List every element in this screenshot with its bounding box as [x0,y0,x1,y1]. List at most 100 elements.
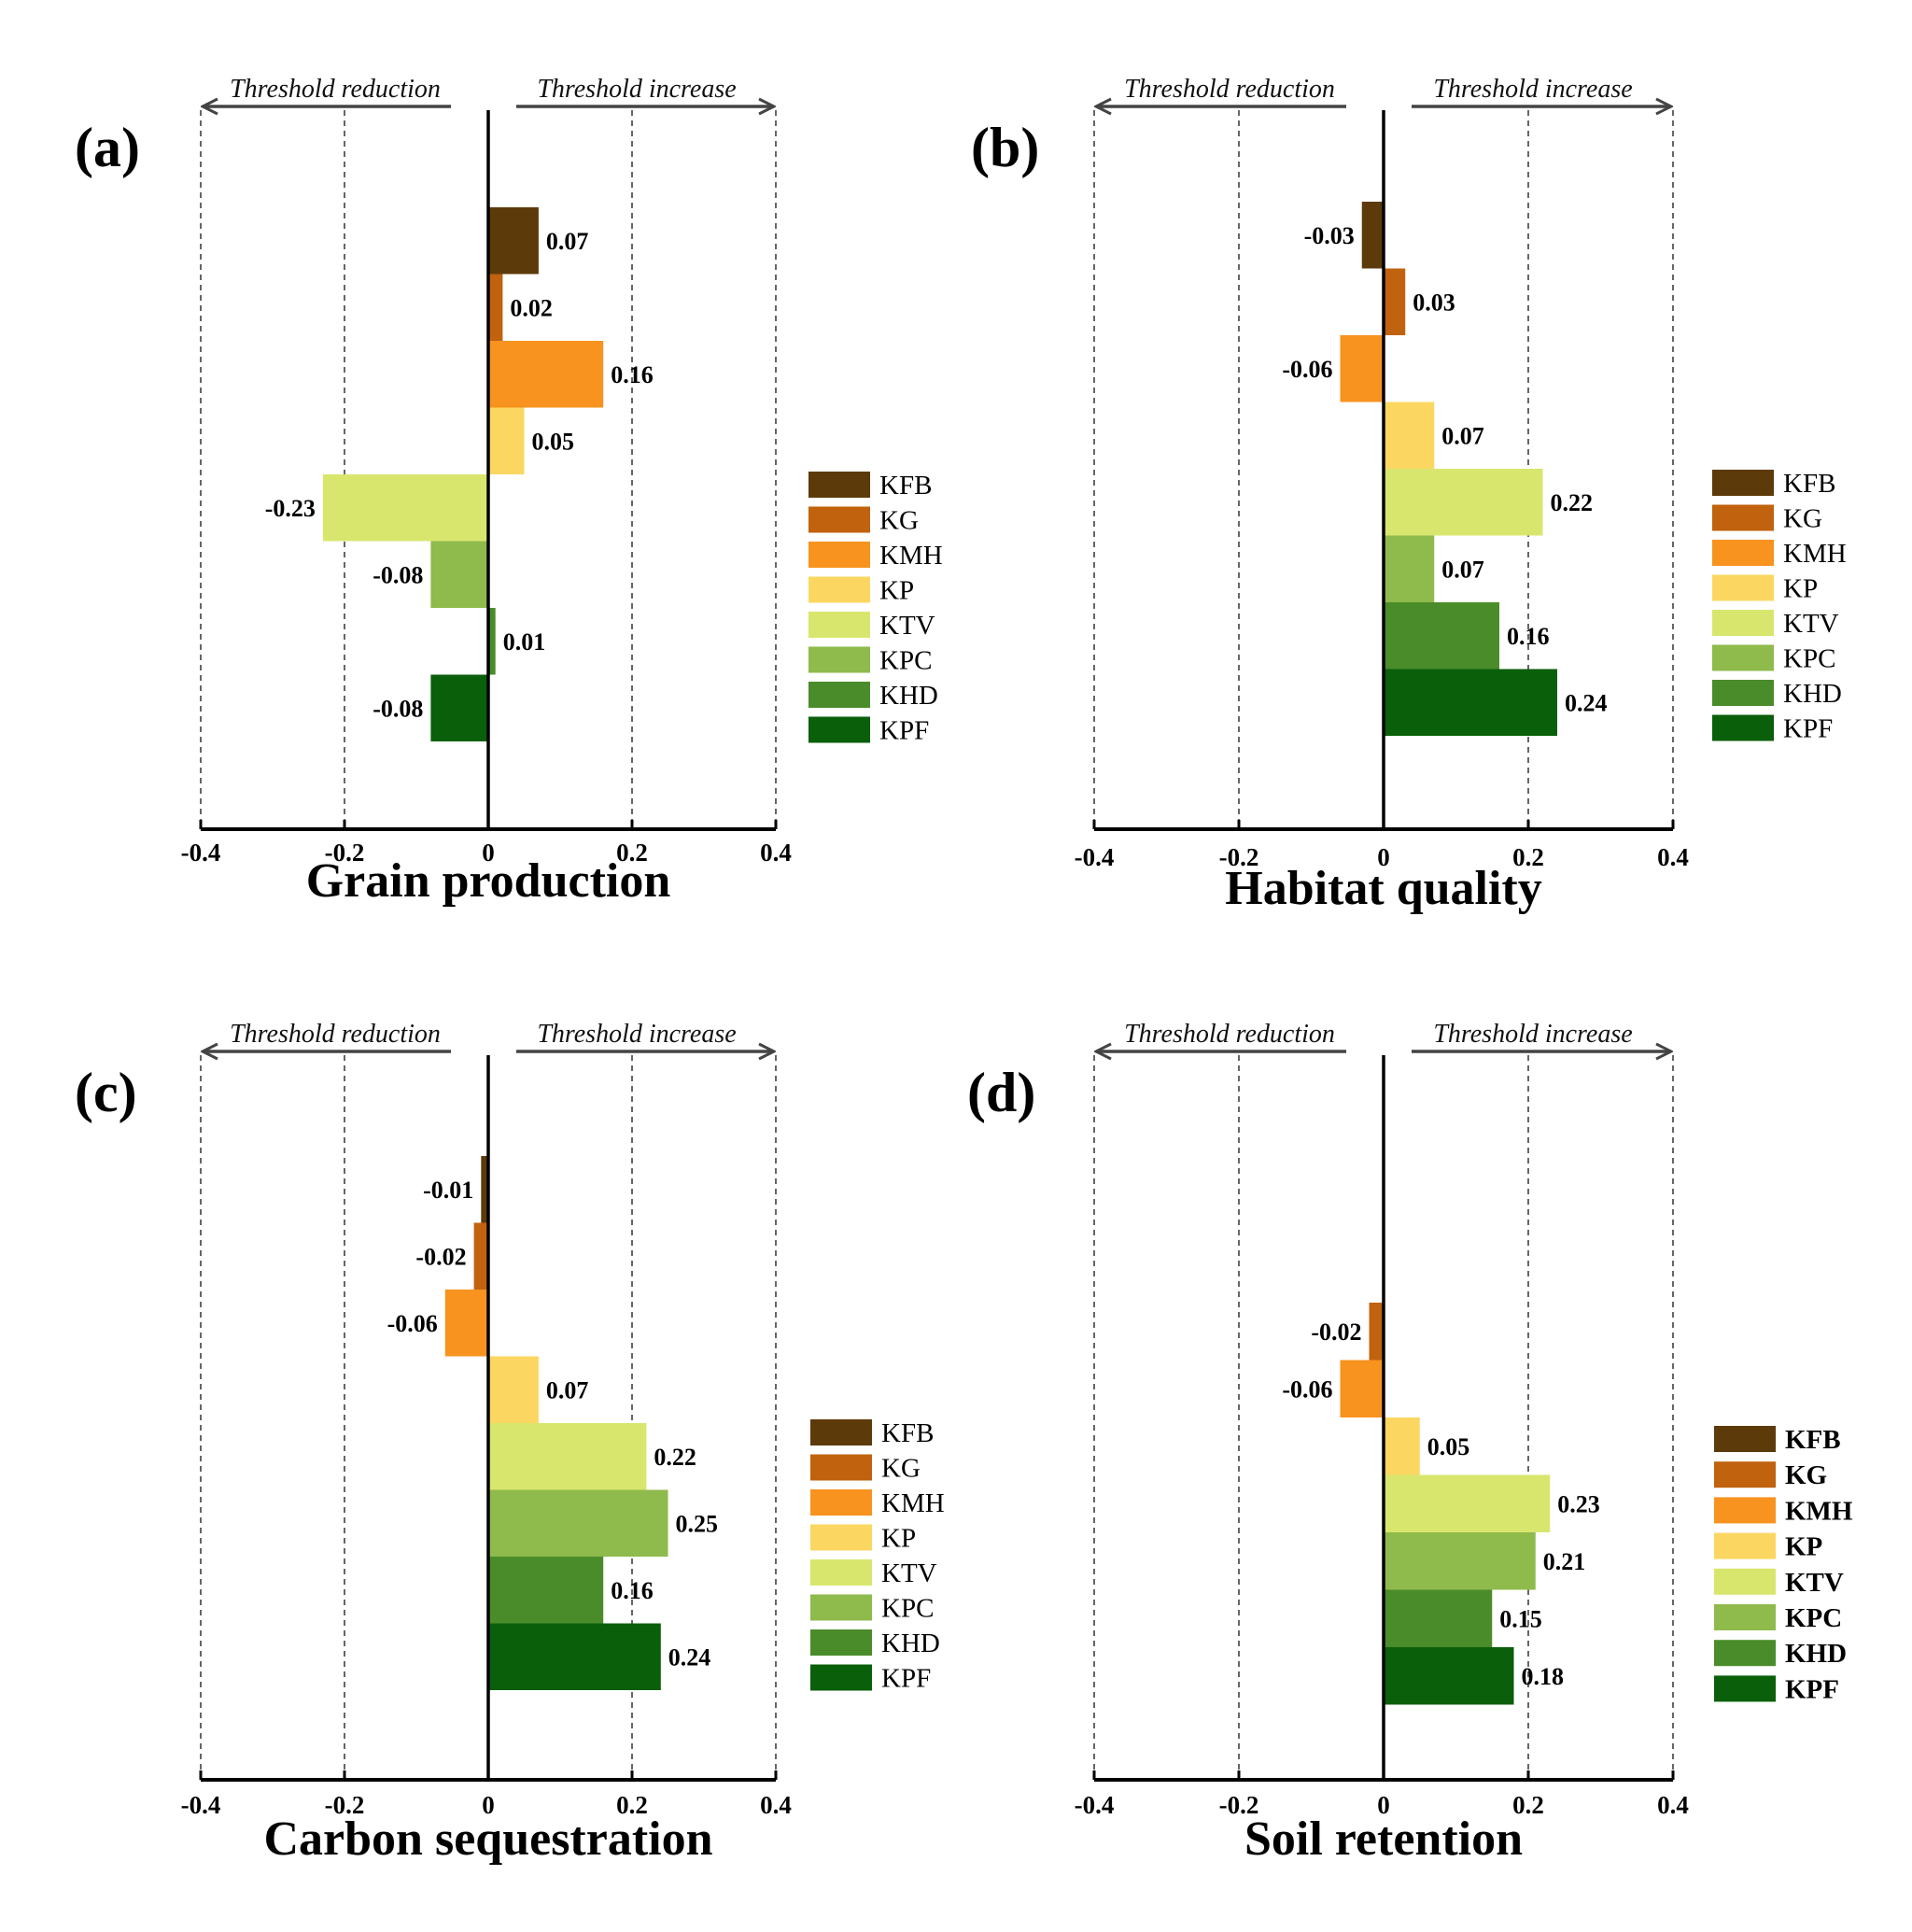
threshold-increase-label: Threshold increase [1433,75,1632,104]
x-tick-label: 0 [482,1791,495,1819]
data-label: 0.07 [1441,422,1484,449]
legend-label: KHD [1783,679,1842,709]
legend-swatch-kp [1714,1532,1776,1559]
x-tick-label: 0.4 [1657,843,1689,871]
legend-label: KTV [1783,609,1839,639]
data-label: 0.02 [510,294,553,321]
legend-swatch-kfb [1712,470,1774,496]
x-tick-label: -0.4 [1075,843,1115,871]
x-axis-title: Soil retention [1244,1812,1523,1866]
legend-swatch-kmh [1714,1497,1776,1524]
data-label: 0.16 [1507,623,1550,650]
legend-label: KPF [879,716,929,746]
data-label: 0.18 [1522,1663,1565,1690]
threshold-increase-label: Threshold increase [1433,1020,1632,1049]
x-tick-label: 0.2 [1512,1791,1544,1819]
x-tick-label: -0.4 [181,1791,221,1819]
legend-label: KMH [1783,539,1847,569]
bar-kpc [1384,535,1435,602]
x-tick-label: 0.2 [1512,843,1544,871]
legend-label: KP [1785,1532,1822,1562]
bar-khd [488,608,496,675]
legend-swatch-kmh [810,1489,872,1516]
x-tick-label: -0.4 [1075,1791,1115,1819]
panel-letter: (b) [971,117,1039,178]
legend: KFB KG KMH KP KTV KPC KHD KPF [1712,469,1847,744]
legend-swatch-kp [1712,574,1774,601]
legend-label: KTV [1785,1568,1844,1598]
legend-label: KG [1785,1460,1827,1490]
data-label: -0.06 [1282,356,1332,383]
legend-label: KTV [879,611,935,641]
data-label: -0.06 [387,1310,438,1337]
bar-ktv [1384,1474,1551,1532]
legend-label: KFB [1785,1425,1841,1455]
bar-kmh [488,341,604,408]
data-label: 0.03 [1413,289,1455,316]
x-tick-label: -0.2 [1219,843,1259,871]
data-label: 0.16 [611,361,654,388]
legend-swatch-kpc [1714,1604,1776,1630]
legend-swatch-kpf [1714,1675,1776,1702]
legend-swatch-kmh [808,542,870,568]
bar-kp [488,1356,539,1423]
legend-swatch-kmh [1712,540,1774,566]
legend-label: KHD [881,1629,940,1658]
data-label: 0.16 [611,1577,654,1604]
data-label: -0.06 [1282,1375,1332,1403]
legend-label: KPF [1785,1674,1839,1704]
chart-panel: (d) Threshold reduction Threshold increase… [967,1020,1853,1866]
threshold-reduction-label: Threshold reduction [1124,75,1335,104]
x-tick-label: 0 [1377,1791,1390,1819]
data-label: 0.24 [668,1643,711,1671]
data-label: -0.02 [1311,1319,1361,1346]
legend-swatch-ktv [808,612,870,638]
legend-label: KG [879,506,919,536]
data-label: 0.22 [1551,489,1594,516]
data-label: 0.24 [1565,689,1608,716]
data-label: -0.02 [415,1243,466,1270]
bar-kpf [430,674,488,741]
x-tick-label: 0 [1377,843,1390,871]
legend-label: KPC [1783,644,1835,674]
data-label: 0.01 [503,628,546,656]
chart-panel: (c) Threshold reduction Threshold increase… [75,1020,945,1866]
legend-swatch-kpc [808,646,870,673]
threshold-reduction-label: Threshold reduction [230,1020,441,1049]
data-label: 0.25 [676,1510,719,1537]
bar-kp [1384,402,1435,469]
data-label: -0.03 [1304,222,1355,249]
legend-label: KP [879,576,914,606]
data-label: -0.08 [373,561,423,588]
bar-kpf [1384,669,1557,736]
data-label: 0.07 [1441,556,1484,583]
legend-swatch-khd [810,1629,872,1656]
legend-swatch-kp [810,1524,872,1551]
legend-label: KFB [881,1418,934,1448]
x-tick-label: 0.2 [616,1791,648,1819]
legend-swatch-kg [1714,1461,1776,1488]
legend-swatch-ktv [810,1559,872,1586]
bar-kfb [1361,202,1384,269]
bar-kfb [488,207,539,275]
x-axis-title: Habitat quality [1225,862,1542,915]
bar-kpc [1384,1532,1536,1590]
threshold-reduction-label: Threshold reduction [230,75,441,104]
chart-panel: (b) Threshold reduction Threshold increase… [971,75,1847,915]
legend-swatch-kg [810,1454,872,1481]
panel-letter: (a) [75,117,140,178]
bar-kg [1384,268,1406,335]
legend-label: KP [1783,574,1818,604]
bar-kg [1369,1303,1384,1361]
x-tick-label: -0.2 [1219,1791,1259,1819]
bar-khd [1384,1589,1493,1647]
legend-label: KPF [881,1664,931,1694]
data-label: 0.15 [1499,1605,1542,1632]
legend-swatch-kpf [810,1664,872,1691]
legend-label: KP [881,1524,916,1554]
bar-kpc [488,1489,668,1557]
data-label: 0.23 [1557,1490,1600,1517]
legend-swatch-kfb [808,472,870,498]
legend: KFB KG KMH KP KTV KPC KHD KPF [1714,1425,1853,1704]
